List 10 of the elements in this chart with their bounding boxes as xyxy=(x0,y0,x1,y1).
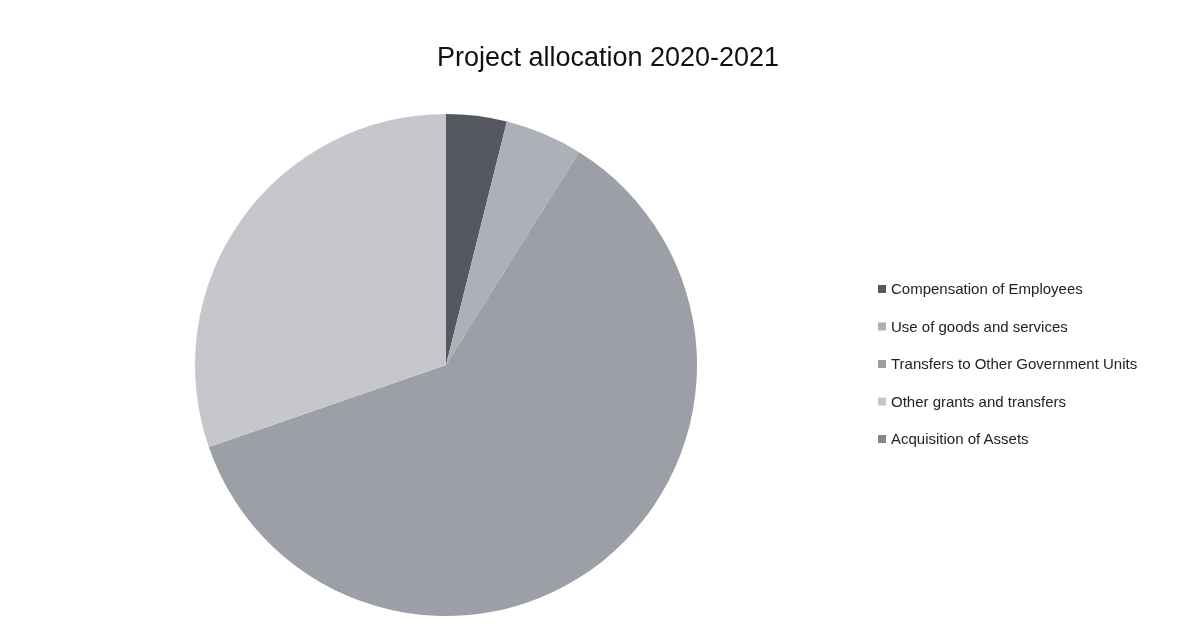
pie-slice xyxy=(195,114,446,448)
legend-label: Acquisition of Assets xyxy=(891,430,1029,448)
pie-slice xyxy=(446,114,507,365)
chart-title: Project allocation 2020-2021 xyxy=(436,42,780,72)
legend-label: Compensation of Employees xyxy=(891,280,1083,298)
legend-label: Use of goods and services xyxy=(891,317,1068,335)
legend-label: Transfers to Other Government Units xyxy=(891,355,1138,373)
pie-slice xyxy=(208,152,697,616)
pie-slice xyxy=(446,121,580,365)
legend-label: Other grants and transfers xyxy=(891,392,1067,410)
